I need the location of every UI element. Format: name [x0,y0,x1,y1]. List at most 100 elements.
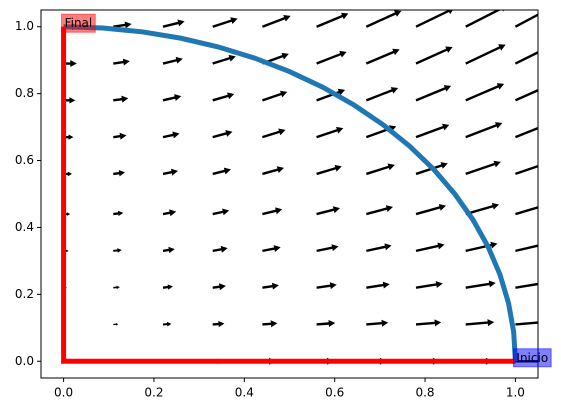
arrow [316,206,341,216]
arrow [515,206,538,216]
x-tick-label: 1.0 [506,386,525,400]
arrow [465,241,498,253]
arrow [465,202,500,216]
y-tick-label: 1.0 [15,19,34,33]
plot-area [61,10,538,365]
arrow [262,90,288,102]
arrow [415,46,453,65]
arrow [113,21,132,29]
arrow [113,58,130,66]
arrow [262,245,281,253]
arrow [514,13,538,28]
arrow [262,166,284,176]
arrow [113,322,119,326]
x-tick-label: 0.2 [144,386,163,400]
arrow [514,51,538,65]
y-tick-label: 0.8 [15,86,34,100]
arrow [63,249,69,253]
annotation-box [61,13,96,33]
arrow [415,204,447,216]
arrow [316,164,342,176]
annotation-box [512,348,552,368]
arrow [365,10,402,28]
arrow [366,243,392,253]
arrow [113,285,120,290]
arrow [261,14,291,28]
arrow [63,171,72,177]
arrow [162,246,175,254]
arrow [316,12,349,28]
y-tick-label: 0.4 [15,220,34,234]
arrow [262,128,286,139]
arrow [63,97,76,104]
annotation: Inicio [516,351,548,365]
arrow [514,126,538,139]
arrow [465,160,501,176]
y-tick-label: 0.0 [15,354,34,368]
arrow [365,87,399,102]
arrow [63,212,71,216]
x-tick-label: 0.0 [54,386,73,400]
arrow [365,163,395,176]
arrow [162,19,185,28]
arrow [365,48,400,65]
arrow [212,245,228,253]
line-path [61,26,516,364]
arrow [113,210,124,217]
arrow [465,319,495,327]
arrow [415,281,443,289]
y-tick-label: 0.6 [15,153,34,167]
arrow [465,122,503,139]
arrow [212,54,236,65]
arrow [515,244,538,253]
annotation: Final [65,16,93,30]
arrow [162,168,178,176]
arrow [415,10,454,28]
arrow [212,17,238,28]
arrow [465,83,505,102]
arrow [212,167,231,176]
arrow [113,95,129,103]
arrow [162,56,183,65]
arrow [514,88,538,102]
arrow [262,207,283,216]
arrow [162,209,177,217]
arrow [316,320,336,327]
arrow [162,94,182,102]
arrow [262,320,278,328]
arrow [465,44,506,65]
arrow [212,130,233,139]
arrow [415,242,445,253]
arrow [515,164,538,176]
arrow [113,132,127,140]
arrow [415,319,442,327]
arrow [113,248,122,253]
line-path [63,24,518,362]
arrow [515,282,538,289]
arrow [465,10,505,28]
arrow [113,170,125,177]
arrow [515,321,538,326]
arrow [262,282,279,290]
arrow [415,85,452,102]
x-tick-label: 0.6 [325,386,344,400]
arrow [316,126,344,139]
arrow [316,244,339,253]
arrow [162,131,180,139]
arrow [162,321,172,327]
arrow [212,283,226,291]
x-tick-label: 0.8 [415,386,434,400]
arrow [63,60,77,68]
arrow [366,205,394,216]
arrow [366,281,390,289]
arrow [316,88,346,102]
arrow [415,123,450,139]
arrow [212,320,225,328]
arrow [63,134,74,140]
arrow [465,280,496,289]
arrow [162,284,173,290]
axes-frame [40,9,539,379]
x-tick-label: 0.4 [235,386,254,400]
arrow [212,208,230,216]
